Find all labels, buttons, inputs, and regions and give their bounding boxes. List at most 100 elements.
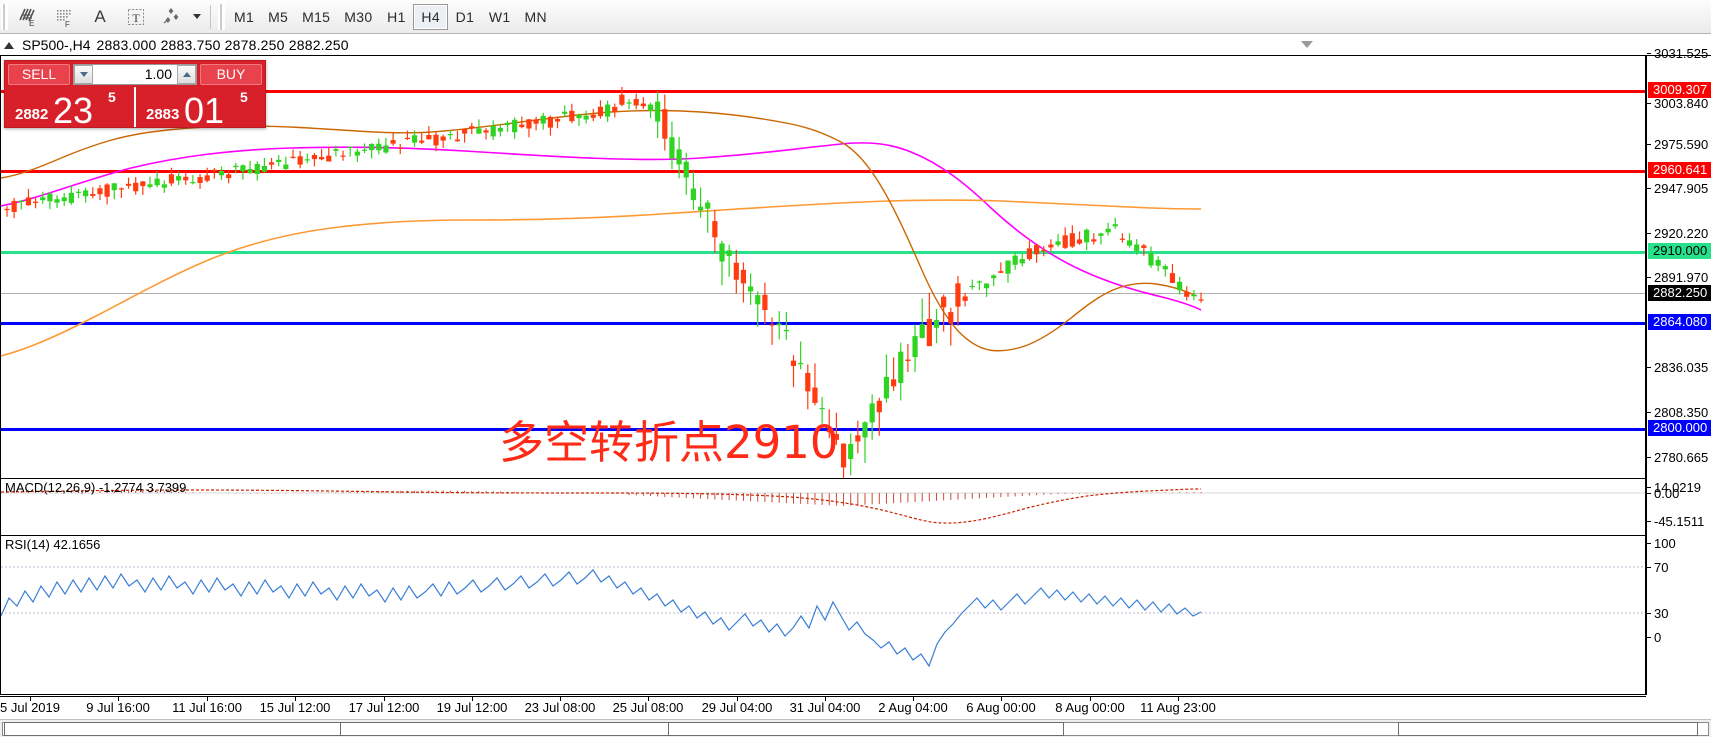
macd-pane[interactable]: MACD(12,26,9) -1.2774 3.7399 — [0, 479, 1646, 536]
level-line-2882.250[interactable] — [1, 293, 1645, 294]
trade-panel-prices: 2882 23 5 2883 01 5 — [5, 87, 265, 129]
level-line-2910.000[interactable] — [1, 251, 1645, 254]
sell-button[interactable]: SELL — [8, 63, 70, 85]
price-tag-2882.250[interactable]: 2882.250 — [1648, 285, 1711, 301]
buy-price-block[interactable]: 2883 01 5 — [134, 87, 265, 129]
price-tag-2960.641[interactable]: 2960.641 — [1648, 162, 1711, 178]
chart-menu-caret[interactable] — [1301, 41, 1313, 48]
objects-tool-icon[interactable] — [154, 2, 190, 32]
volume-decrease-button[interactable] — [74, 64, 93, 84]
price-plot-area: 多空转折点2910 — [1, 56, 1645, 478]
timeframe-m15[interactable]: M15 — [302, 8, 331, 25]
svg-text:T: T — [132, 11, 140, 25]
time-tick — [207, 697, 208, 701]
level-line-2800.000[interactable] — [1, 428, 1645, 431]
macd-series — [1, 488, 1645, 524]
time-tick — [118, 697, 119, 701]
timeframe-m1[interactable]: M1 — [234, 8, 255, 25]
text-tool-icon[interactable]: A — [94, 6, 106, 26]
scrollbar-tick — [340, 723, 341, 735]
time-tick — [295, 697, 296, 701]
time-label-8-Aug-00-00: 8 Aug 00:00 — [1055, 700, 1125, 715]
time-tick — [1001, 697, 1002, 701]
label-tool-icon[interactable]: T — [118, 2, 154, 32]
timeframe-d1[interactable]: D1 — [455, 8, 475, 25]
time-tick — [648, 697, 649, 701]
buy-price-integer: 2883 — [146, 106, 180, 123]
main-toolbar: E F A — [0, 0, 1711, 34]
chart-ohlc-values: 2883.000 2883.750 2878.250 2882.250 — [96, 37, 349, 53]
timeframe-grip[interactable] — [218, 3, 225, 30]
sell-price-block[interactable]: 2882 23 5 — [5, 87, 134, 129]
volume-input[interactable]: 1.00 — [73, 63, 197, 85]
chart-annotation: 多空转折点2910 — [499, 416, 839, 469]
timeframe-mn[interactable]: MN — [524, 8, 547, 25]
time-label-5-Jul-2019: 5 Jul 2019 — [0, 700, 60, 715]
axis-tick-2891.970: 2891.970 — [1647, 270, 1711, 285]
axis-tick-2947.905: 2947.905 — [1647, 181, 1711, 196]
time-label-11-Jul-16-00: 11 Jul 16:00 — [172, 700, 242, 715]
level-line-2864.080[interactable] — [1, 322, 1645, 325]
axis-tick-14.0219: 14.0219 — [1647, 480, 1711, 495]
time-tick — [1090, 697, 1091, 701]
sell-price-integer: 2882 — [15, 106, 49, 123]
axis-tick-70: 70 — [1647, 560, 1711, 575]
price-axis[interactable]: 3031.525 3009.307 3003.840 2975.590 2960.641… — [1646, 46, 1711, 695]
level-line-3009.307[interactable] — [1, 90, 1645, 93]
rsi-series — [1, 566, 1645, 668]
horizontal-scrollbar[interactable] — [0, 719, 1711, 737]
collapse-icon[interactable] — [4, 41, 14, 49]
price-tag-3009.307[interactable]: 3009.307 — [1648, 82, 1711, 98]
candlestick-series — [4, 86, 1204, 478]
axis-tick--45.1511: -45.1511 — [1647, 514, 1711, 529]
time-label-25-Jul-08-00: 25 Jul 08:00 — [612, 700, 684, 715]
toolbar-grip[interactable] — [1, 3, 8, 30]
time-label-23-Jul-08-00: 23 Jul 08:00 — [524, 700, 596, 715]
chart-symbol-label: SP500-,H4 — [22, 37, 91, 53]
buy-button[interactable]: BUY — [200, 63, 262, 85]
rsi-label: RSI(14) 42.1656 — [5, 537, 101, 552]
timeframe-h1[interactable]: H1 — [387, 8, 406, 25]
macd-label: MACD(12,26,9) -1.2774 3.7399 — [5, 480, 187, 495]
axis-tick-0: 0 — [1647, 630, 1711, 645]
indicators-icon[interactable]: F — [46, 2, 82, 32]
objects-dropdown-caret[interactable] — [190, 2, 204, 32]
rsi-pane[interactable]: RSI(14) 42.1656 — [0, 536, 1646, 695]
price-chart-pane[interactable]: 多空转折点2910 — [0, 56, 1646, 479]
svg-text:F: F — [65, 20, 70, 28]
timeframe-m5[interactable]: M5 — [268, 8, 289, 25]
scrollbar-tick — [668, 723, 669, 735]
volume-value[interactable]: 1.00 — [144, 66, 172, 82]
timeframe-m30[interactable]: M30 — [344, 8, 373, 25]
level-line-2960.641[interactable] — [1, 170, 1645, 173]
timeframe-w1[interactable]: W1 — [488, 8, 511, 25]
toolbar-separator — [210, 4, 211, 29]
volume-increase-button[interactable] — [177, 64, 196, 84]
axis-tick-2836.035: 2836.035 — [1647, 360, 1711, 375]
time-label-15-Jul-12-00: 15 Jul 12:00 — [259, 700, 331, 715]
time-tick — [384, 697, 385, 701]
scrollbar-thumb-right[interactable] — [1398, 722, 1698, 736]
scrollbar-thumb[interactable] — [4, 722, 1064, 736]
time-tick — [472, 697, 473, 701]
expert-advisors-icon[interactable]: E — [10, 2, 46, 32]
buy-price-fraction: 5 — [240, 89, 248, 105]
one-click-trading-panel[interactable]: SELL 1.00 BUY 2882 23 5 2883 01 5 — [4, 60, 266, 129]
time-axis[interactable]: 5 Jul 2019 9 Jul 16:00 11 Jul 16:00 15 Jul … — [0, 696, 1646, 718]
time-tick — [825, 697, 826, 701]
axis-tick-2780.665: 2780.665 — [1647, 450, 1711, 465]
price-tag-2864.080[interactable]: 2864.080 — [1648, 314, 1711, 330]
time-label-11-Aug-23-00: 11 Aug 23:00 — [1140, 700, 1216, 715]
price-tag-2910.000[interactable]: 2910.000 — [1648, 243, 1711, 259]
time-label-2-Aug-04-00: 2 Aug 04:00 — [878, 700, 948, 715]
time-tick — [30, 697, 31, 701]
timeframe-group: M1 M5 M15 M30 H1 H4 D1 W1 MN — [227, 2, 554, 32]
timeframe-h4[interactable]: H4 — [413, 3, 448, 30]
axis-tick-0.00: 0.00 — [1647, 486, 1711, 501]
price-tag-2800.000[interactable]: 2800.000 — [1648, 420, 1711, 436]
time-tick — [737, 697, 738, 701]
ma-orange-line — [1, 199, 1202, 357]
time-label-19-Jul-12-00: 19 Jul 12:00 — [436, 700, 508, 715]
rsi-line — [1, 569, 1202, 668]
